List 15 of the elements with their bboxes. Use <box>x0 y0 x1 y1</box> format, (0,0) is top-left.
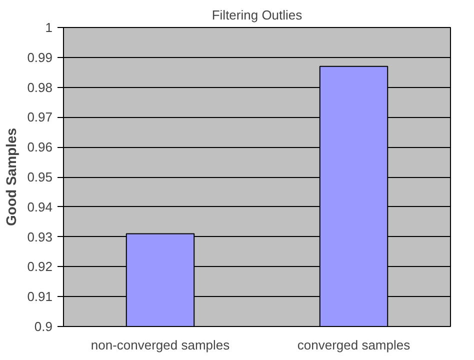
y-tick-label: 1 <box>45 20 53 35</box>
y-tick-label: 0.94 <box>27 199 53 214</box>
y-tick-label: 0.93 <box>27 229 53 244</box>
y-tick-label: 0.97 <box>27 110 53 125</box>
y-tick-label: 0.96 <box>27 140 53 155</box>
y-axis-title: Good Samples <box>3 128 20 226</box>
y-tick-label: 0.91 <box>27 289 53 304</box>
y-tick-label: 0.99 <box>27 50 53 65</box>
y-tick-label: 0.92 <box>27 259 53 274</box>
y-tick-label: 0.98 <box>27 80 53 95</box>
y-tick-label: 0.9 <box>34 319 53 334</box>
x-tick-label: converged samples <box>297 338 411 352</box>
chart-title: Filtering Outlies <box>212 8 303 22</box>
y-tick-label: 0.95 <box>27 170 53 184</box>
x-tick-label: non-converged samples <box>90 338 230 352</box>
